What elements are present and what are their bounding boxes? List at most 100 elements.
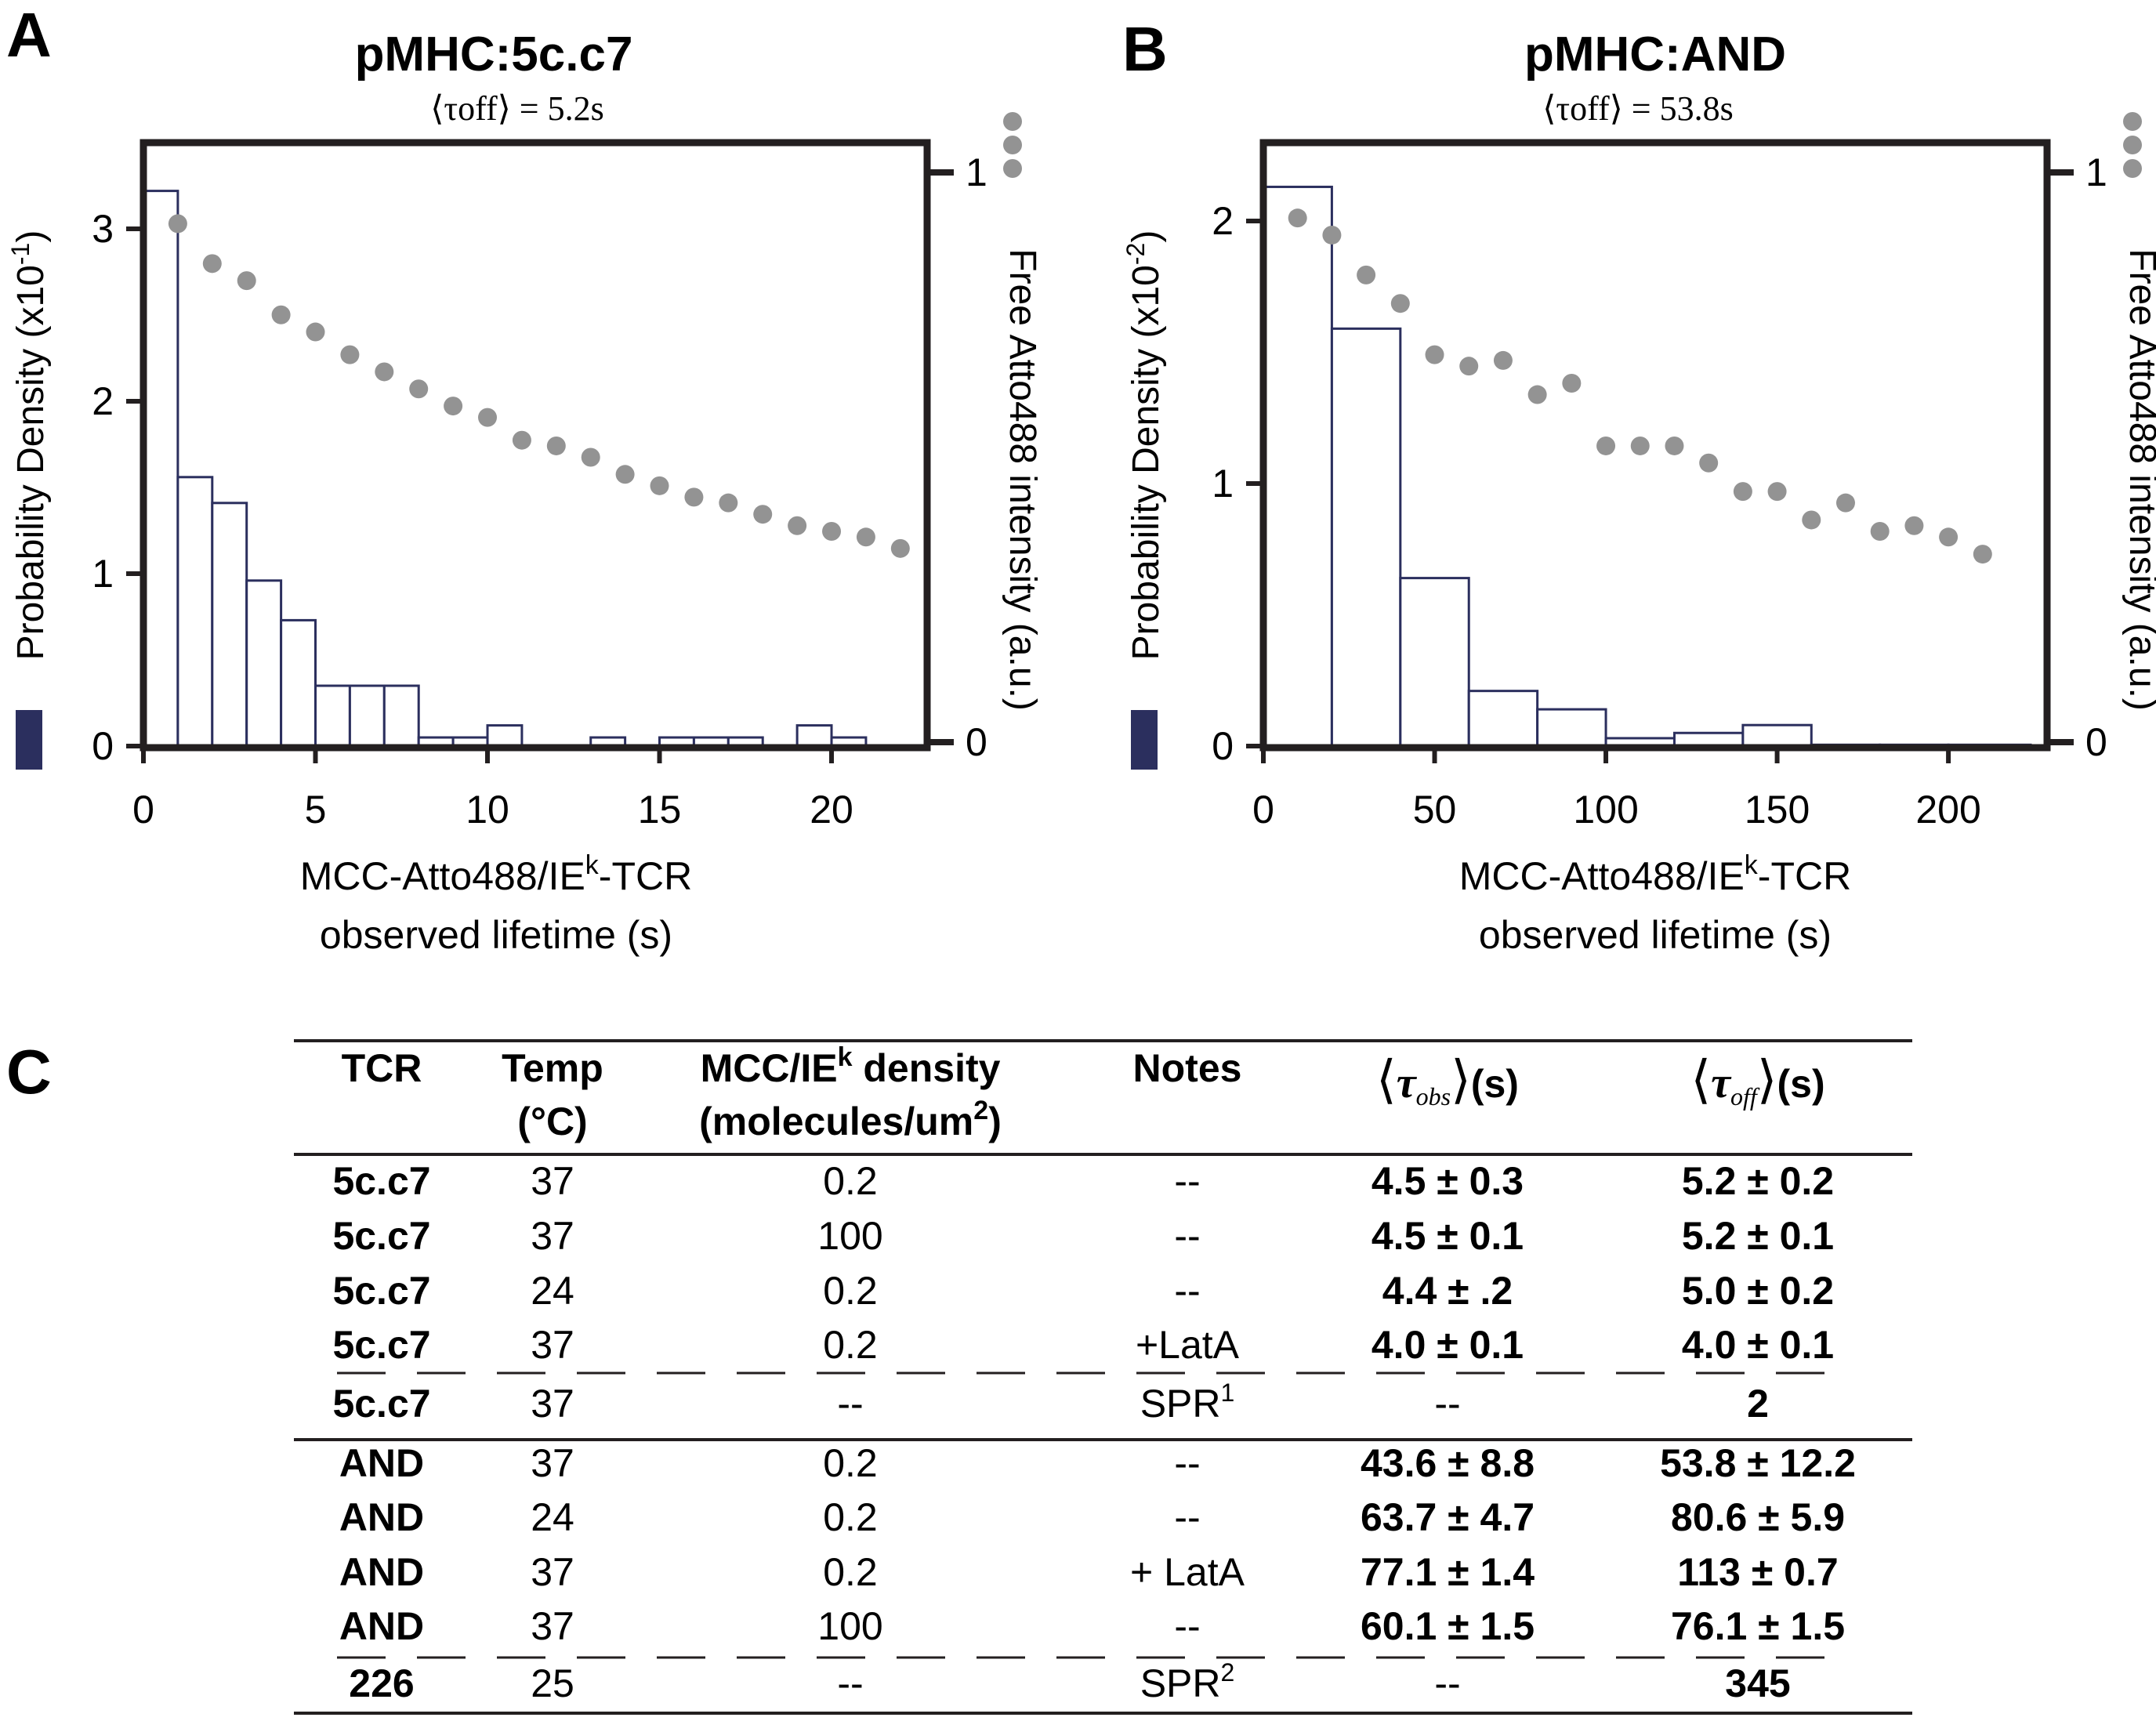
intensity-point — [1322, 225, 1342, 245]
y-tick-label: 1 — [92, 552, 114, 596]
histogram-bar — [1467, 690, 1539, 748]
header-tau-off: ⟨τoff⟩(s) — [1690, 1052, 1824, 1110]
panel-b-subtitle: ⟨τoff⟩ = 53.8s — [1542, 89, 1733, 128]
cell-tau-off: 5.2 ± 0.1 — [1682, 1214, 1834, 1258]
x-tick-label: 50 — [1413, 788, 1457, 832]
cell-notes-sup: 2 — [1221, 1658, 1235, 1687]
cell-tau-obs: 4.5 ± 0.1 — [1372, 1214, 1524, 1258]
intensity-point — [1733, 482, 1752, 502]
cell-tau-obs: 4.5 ± 0.3 — [1372, 1159, 1524, 1203]
panel-a-legend-swatch — [16, 710, 42, 770]
panel-a-xlabel-2: observed lifetime (s) — [320, 913, 672, 957]
histogram-bar — [795, 724, 833, 748]
cell-tau-obs: 4.4 ± .2 — [1382, 1269, 1513, 1313]
intensity-point — [615, 465, 635, 484]
intensity-point — [168, 214, 187, 234]
intensity-point — [1562, 373, 1582, 393]
cell-tau-off: 80.6 ± 5.9 — [1671, 1495, 1845, 1539]
intensity-point — [1288, 208, 1307, 228]
intensity-point — [788, 516, 807, 535]
histogram-bar — [382, 684, 420, 748]
header-density-2: (molecules/um2) — [699, 1096, 1002, 1143]
panel-c-table: C TCR Temp (°C) MCC/IEk density (molecul… — [6, 1037, 1912, 1715]
table-row: 226 25 -- SPR2 -- 345 — [349, 1658, 1790, 1705]
table-body: 5c.c7 37 0.2 -- 4.5 ± 0.3 5.2 ± 0.2 5c.c7 37 100… — [332, 1159, 1855, 1705]
cell-tcr: 5c.c7 — [332, 1214, 430, 1258]
cell-notes: -- — [1174, 1441, 1200, 1485]
cell-temp: 37 — [531, 1550, 574, 1594]
panel-a-axes-frame — [140, 139, 931, 752]
panel-a-subtitle: ⟨τoff⟩ = 5.2s — [430, 89, 603, 128]
panel-b-title: pMHC:AND — [1524, 27, 1786, 82]
table-row: AND 24 0.2 -- 63.7 ± 4.7 80.6 ± 5.9 — [339, 1495, 1845, 1539]
intensity-point — [1493, 350, 1513, 370]
cell-tau-off: 4.0 ± 0.1 — [1682, 1323, 1834, 1367]
y2-tick-label: 1 — [2085, 150, 2107, 194]
cell-tcr: AND — [339, 1441, 424, 1485]
y2-tick-label: 0 — [966, 720, 987, 764]
intensity-point — [719, 493, 738, 513]
cell-density: 0.2 — [823, 1550, 878, 1594]
y-tick-label: 1 — [1212, 462, 1234, 505]
cell-density: -- — [837, 1661, 863, 1705]
intensity-point — [1630, 436, 1650, 455]
intensity-point — [1596, 436, 1616, 455]
table-row: 5c.c7 24 0.2 -- 4.4 ± .2 5.0 ± 0.2 — [332, 1269, 1834, 1313]
header-tcr: TCR — [342, 1046, 422, 1090]
cell-temp: 25 — [531, 1661, 574, 1705]
cell-notes: -- — [1174, 1495, 1200, 1539]
cell-tau-obs: 63.7 ± 4.7 — [1361, 1495, 1535, 1539]
offscale-intensity-point — [1003, 159, 1022, 178]
panel-b-xlabel-1: MCC-Atto488/IEk-TCR — [1459, 850, 1851, 898]
intensity-point — [1425, 345, 1444, 364]
cell-tau-obs: 43.6 ± 8.8 — [1361, 1441, 1535, 1485]
intensity-point — [1767, 482, 1787, 502]
panel-a-chart: A pMHC:5c.c7 ⟨τoff⟩ = 5.2s 0 5 10 15 20 0 1 2 3 0… — [6, 0, 1043, 957]
table-row: 5c.c7 37 -- SPR1 -- 2 — [332, 1379, 1768, 1426]
intensity-point — [306, 322, 325, 342]
y-tick-label: 0 — [1212, 724, 1234, 768]
cell-notes: SPR1 — [1140, 1379, 1235, 1426]
cell-notes: + LatA — [1130, 1550, 1245, 1594]
histogram-bar — [211, 502, 248, 748]
cell-density: -- — [837, 1382, 863, 1426]
histogram-bar — [1536, 708, 1607, 748]
histogram-bar — [280, 618, 317, 748]
y-tick-label: 3 — [92, 207, 114, 251]
intensity-point — [444, 397, 463, 416]
histogram-bar — [245, 579, 283, 748]
cell-temp: 24 — [531, 1269, 574, 1313]
y-tick-label: 2 — [1212, 199, 1234, 243]
panel-b-ylabel-exp: -2 — [1121, 243, 1150, 265]
cell-notes: -- — [1174, 1159, 1200, 1203]
intensity-point — [478, 408, 498, 427]
panel-a-letter: A — [6, 0, 52, 70]
header-temp-2: (°C) — [517, 1100, 587, 1143]
intensity-point — [890, 538, 910, 558]
cell-temp: 37 — [531, 1159, 574, 1203]
y-tick-label: 2 — [92, 379, 114, 423]
x-tick-label: 10 — [466, 788, 509, 832]
x-tick-label: 150 — [1745, 788, 1810, 832]
panel-b-xlabel-2: observed lifetime (s) — [1479, 913, 1832, 957]
header-temp-1: Temp — [502, 1046, 603, 1090]
intensity-point — [1802, 510, 1821, 530]
panel-b-ylabel-main: Probability Density (x10 — [1125, 265, 1167, 660]
offscale-intensity-point — [1003, 112, 1022, 131]
cell-tcr: 5c.c7 — [332, 1159, 430, 1203]
intensity-point — [684, 487, 704, 507]
panel-a-xlabel-1: MCC-Atto488/IEk-TCR — [300, 850, 692, 898]
cell-tau-obs: -- — [1434, 1382, 1460, 1426]
header-tau-obs: ⟨τobs⟩(s) — [1376, 1052, 1519, 1110]
cell-tau-off: 76.1 ± 1.5 — [1671, 1604, 1845, 1648]
panel-b-ylabel: Probability Density (x10-2) — [1121, 230, 1167, 661]
cell-tau-off: 2 — [1747, 1382, 1769, 1426]
intensity-point — [1870, 522, 1890, 542]
cell-notes-sup: 1 — [1221, 1379, 1235, 1407]
intensity-point — [1939, 527, 1959, 547]
cell-density: 0.2 — [823, 1159, 878, 1203]
cell-tcr: AND — [339, 1495, 424, 1539]
x-tick-label: 100 — [1573, 788, 1638, 832]
cell-density: 0.2 — [823, 1441, 878, 1485]
intensity-point — [375, 362, 394, 382]
